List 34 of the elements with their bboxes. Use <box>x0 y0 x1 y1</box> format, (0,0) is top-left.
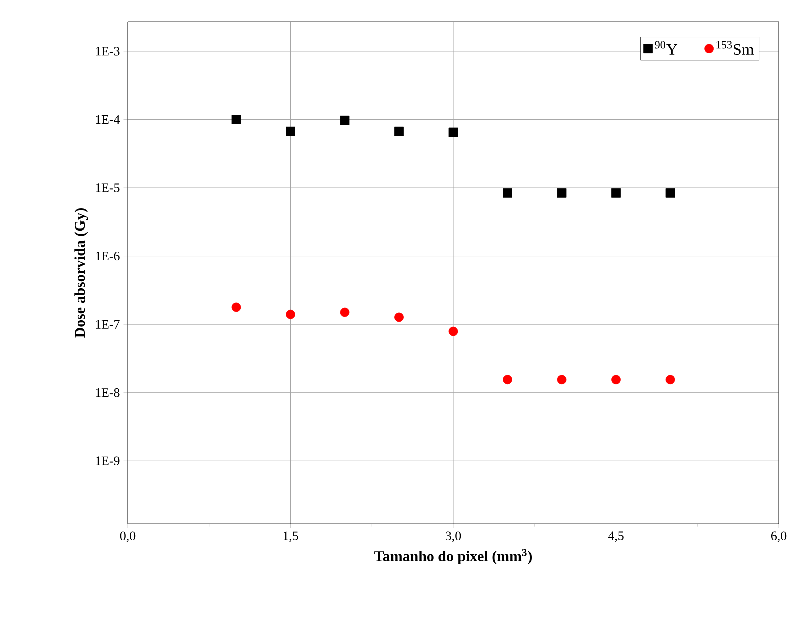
x-tick-label: 3,0 <box>446 532 462 542</box>
point <box>286 310 296 320</box>
point <box>612 375 621 385</box>
point <box>666 188 676 198</box>
point <box>503 375 512 385</box>
point <box>232 115 242 124</box>
point <box>394 126 404 136</box>
point <box>448 326 458 336</box>
x-tick-label: 0,0 <box>120 532 136 542</box>
point <box>666 375 676 385</box>
point <box>503 188 512 198</box>
y-tick-label: 1E-9 <box>96 456 120 466</box>
y-tick-label: 1E-8 <box>96 388 120 398</box>
point <box>340 116 350 126</box>
x-tick-label: 4,5 <box>608 532 624 542</box>
x-tick-label: 1,5 <box>284 532 298 542</box>
legend-label: $^{153}$Sm <box>716 41 754 56</box>
point <box>612 188 621 198</box>
y-tick-label: 1E-7 <box>96 320 120 329</box>
point <box>557 375 567 385</box>
x-tick-label: 6,0 <box>771 532 787 542</box>
legend-label: $^{90}$Y <box>655 41 678 55</box>
point <box>232 302 242 312</box>
y-tick-label: 1E-3 <box>96 47 120 56</box>
y-tick-label: 1E-6 <box>96 252 120 261</box>
point <box>286 126 296 136</box>
point <box>448 128 458 138</box>
y-axis-title: Dose absorvida (Gy) <box>74 208 88 338</box>
y-tick-label: 1E-5 <box>96 184 120 192</box>
point <box>557 188 567 198</box>
point <box>394 312 404 322</box>
y-tick-label: 1E-4 <box>96 115 120 124</box>
point <box>340 308 350 318</box>
x-axis-title: Tamanho do pixel (mm$^{3}$) <box>374 549 532 565</box>
